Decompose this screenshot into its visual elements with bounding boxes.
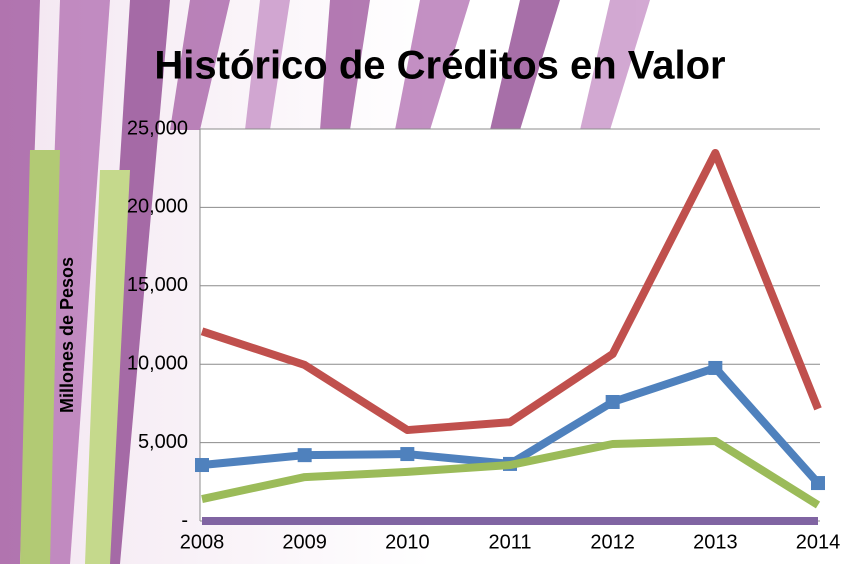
point-marker — [297, 448, 312, 463]
x-tick-label: 2014 — [796, 531, 841, 553]
y-tick-label: 10,000 — [127, 352, 188, 374]
y-tick-label: 25,000 — [127, 117, 188, 139]
series-line — [201, 437, 821, 509]
point-marker — [708, 360, 723, 375]
x-tick-label: 2012 — [590, 531, 635, 553]
point-marker — [195, 458, 209, 473]
point-marker — [605, 394, 620, 409]
x-tick-label: 2011 — [488, 531, 531, 553]
x-tick-label: 2010 — [385, 531, 430, 553]
x-tick-label: 2009 — [282, 531, 327, 553]
y-axis-title: Millones de Pesos — [57, 257, 77, 413]
point-marker — [811, 476, 825, 491]
point-marker — [400, 447, 415, 462]
y-tick-label: 5,000 — [138, 431, 188, 453]
x-tick-label: 2013 — [693, 531, 738, 553]
x-tick-label: 2008 — [180, 531, 225, 553]
chart-title: Histórico de Créditos en Valor — [154, 44, 725, 88]
y-tick-label: 20,000 — [127, 196, 188, 218]
series-line — [200, 148, 822, 435]
y-tick-label: 15,000 — [127, 274, 188, 296]
y-tick-label: - — [181, 509, 188, 531]
decoration — [0, 0, 650, 564]
